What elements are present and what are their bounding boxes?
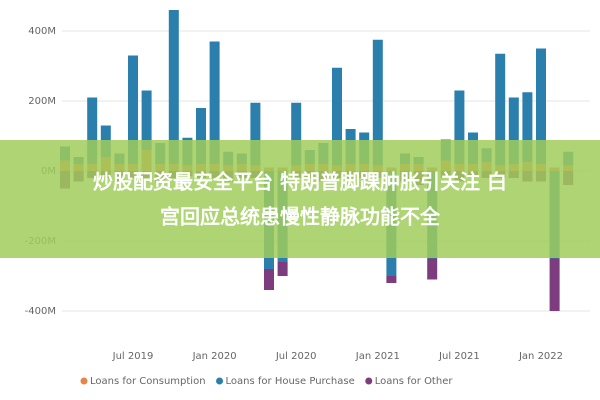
bar [128,55,138,164]
bar [264,269,274,290]
bar [332,67,342,166]
y-tick-label: -400M [25,306,56,317]
bar [495,53,506,166]
legend-marker [216,377,224,385]
bar [196,108,206,164]
x-tick-label: Jul 2021 [438,351,480,362]
bar [508,97,519,164]
bar [386,276,397,283]
legend-marker [365,377,373,385]
legend-label: Loans for Consumption [90,376,206,387]
legend-marker [80,377,88,385]
bar [250,102,261,166]
bar [549,258,560,311]
bar [209,41,220,164]
bar [291,102,302,166]
bar [454,90,465,164]
banner-text: 宫回应总统患慢性静脉功能不全 [160,205,441,229]
x-tick-label: Jan 2020 [192,351,237,362]
bar [536,48,546,164]
banner-text: 炒股配资最安全平台 特朗普脚踝肿胀引关注 白 [93,170,507,194]
banner [0,140,600,258]
legend-label: Loans for Other [375,376,454,387]
bar [372,39,383,166]
x-tick-label: Jul 2019 [112,351,154,362]
x-tick-label: Jul 2020 [275,351,317,362]
bar [168,10,179,164]
bar [277,262,288,276]
y-tick-label: 400M [28,26,56,37]
bar [141,90,152,150]
x-tick-label: Jan 2022 [518,351,563,362]
bar [87,97,98,164]
legend-label: Loans for House Purchase [226,376,355,387]
x-tick-label: Jan 2021 [355,351,400,362]
y-tick-label: 200M [28,96,56,107]
bar [427,258,438,280]
bar [522,92,533,163]
